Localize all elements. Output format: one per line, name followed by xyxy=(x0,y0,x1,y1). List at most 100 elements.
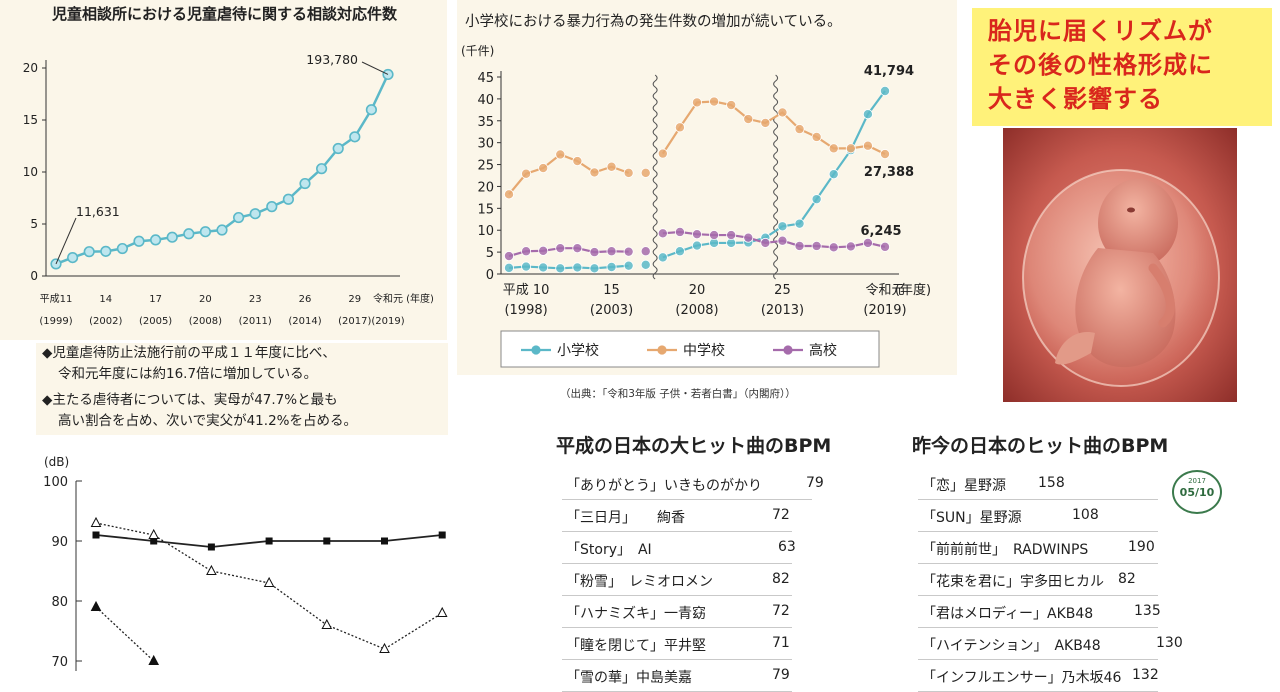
data-point xyxy=(299,177,311,190)
annotation-label: 6,245 xyxy=(860,224,901,239)
song-bpm: 82 xyxy=(1118,571,1136,587)
recent-bpm-list: 「恋」星野源 158 「SUN」星野源 108 「前前前世」 RADWINPS 190… xyxy=(918,468,1183,692)
y-tick-label: 15 xyxy=(477,202,494,217)
data-point xyxy=(777,235,788,246)
data-point xyxy=(504,262,515,273)
db-chart: (dB) 100 90 80 70 xyxy=(43,455,448,671)
x-tick-label: (2003) xyxy=(590,303,633,318)
banner-line: 胎児に届くリズムが xyxy=(988,17,1213,45)
data-point xyxy=(657,228,668,239)
y-tick-label: 70 xyxy=(51,655,68,670)
data-point xyxy=(263,576,275,587)
annotation-leader xyxy=(55,217,77,265)
data-point xyxy=(133,235,145,247)
list-item: 「粉雪」 レミオロメン 82 xyxy=(562,564,792,596)
note-bullet: ◆ xyxy=(42,345,53,361)
fetus-illustration xyxy=(1003,128,1237,402)
song-title: 「雪の華」中島美嘉 xyxy=(566,670,692,686)
data-point xyxy=(216,224,228,236)
data-point xyxy=(623,260,634,271)
data-point xyxy=(743,114,754,125)
song-bpm: 72 xyxy=(772,603,790,619)
y-tick-label: 10 xyxy=(477,224,494,239)
list-item: 「雪の華」中島美嘉 79 xyxy=(562,660,792,692)
song-title: 「ありがとう」いきものがかり xyxy=(566,478,762,494)
song-title: 「ハイテンション」 AKB48 xyxy=(922,638,1101,654)
badge-date: 05/10 xyxy=(1179,486,1215,499)
song-title: 「恋」星野源 xyxy=(922,478,1006,494)
x-unit-label: (年度) xyxy=(895,282,931,298)
x-tick-label: (2008) xyxy=(675,303,718,318)
song-title: 「君はメロディー」AKB48 xyxy=(922,606,1094,622)
data-point xyxy=(100,245,112,257)
note-text: 児童虐待防止法施行前の平成１１年度に比べ、 xyxy=(52,345,336,361)
x-tick-label: 14 xyxy=(99,294,112,305)
y-tick-label: 20 xyxy=(477,180,494,195)
x-tick-label: 26 xyxy=(299,294,312,305)
annotation-label: 27,388 xyxy=(864,165,914,180)
data-point xyxy=(92,531,100,539)
data-point xyxy=(332,142,344,155)
series-line xyxy=(95,606,155,662)
data-point xyxy=(555,263,566,274)
list-item: 「恋」星野源 158 xyxy=(918,468,1158,500)
data-point xyxy=(589,247,600,258)
song-bpm: 72 xyxy=(772,507,790,523)
data-point xyxy=(657,148,668,159)
data-point xyxy=(760,237,771,248)
data-point xyxy=(572,156,583,167)
data-point xyxy=(199,226,211,238)
data-point xyxy=(321,618,333,629)
data-point xyxy=(640,246,651,257)
data-point xyxy=(709,96,720,107)
data-point xyxy=(760,117,771,128)
song-title: 「花束を君に」宇多田ヒカル xyxy=(922,574,1104,590)
y-tick-label: 5 xyxy=(30,217,38,231)
data-point xyxy=(538,245,549,256)
y-tick-label: 20 xyxy=(23,61,38,75)
data-point xyxy=(265,537,273,545)
data-point xyxy=(674,246,685,257)
data-point xyxy=(555,243,566,254)
data-point xyxy=(691,97,702,108)
x-tick-label: (1999) xyxy=(39,316,72,327)
data-point xyxy=(589,263,600,274)
heisei-bpm-heading: 平成の日本の大ヒット曲のBPM xyxy=(556,435,832,457)
data-point xyxy=(862,237,873,248)
data-point xyxy=(166,231,178,243)
list-item: 「前前前世」 RADWINPS 190 xyxy=(918,532,1158,564)
annotation-label: 11,631 xyxy=(76,204,120,219)
data-point xyxy=(879,86,890,97)
data-point xyxy=(83,246,95,258)
y-tick-label: 0 xyxy=(30,269,38,283)
song-bpm: 158 xyxy=(1038,475,1065,491)
x-tick-label: 平成11 xyxy=(40,293,73,305)
y-tick-label: 0 xyxy=(486,268,494,283)
data-point xyxy=(572,243,583,254)
abuse-chart-title: 児童相談所における児童虐待に関する相談対応件数 xyxy=(52,5,398,23)
y-tick-label: 90 xyxy=(51,535,68,550)
x-tick-label: (2011) xyxy=(239,316,272,327)
data-point xyxy=(266,201,278,213)
data-point xyxy=(504,251,515,262)
legend-label: 高校 xyxy=(809,342,837,359)
data-point xyxy=(521,168,532,179)
y-tick-label: 35 xyxy=(477,115,494,130)
y-axis-label: (dB) xyxy=(44,455,69,469)
x-tick-label: (2017) xyxy=(338,316,371,327)
data-point xyxy=(504,189,515,200)
data-point xyxy=(606,246,617,257)
note-2: ◆主たる虐待者については、実母が47.7%と最も 高い割合を占め、次いで実父が4… xyxy=(36,390,448,432)
data-point xyxy=(828,242,839,253)
date-badge: 2017 05/10 xyxy=(1172,470,1222,514)
data-point xyxy=(862,109,873,120)
data-point xyxy=(438,531,446,539)
data-point xyxy=(811,240,822,251)
data-point xyxy=(50,258,62,270)
x-tick-label: 令和元 xyxy=(373,292,403,305)
song-title: 「ハナミズキ」一青窈 xyxy=(566,606,706,622)
list-item: 「三日月」 絢香 72 xyxy=(562,500,792,532)
break-marker xyxy=(773,74,779,280)
data-point xyxy=(116,242,128,255)
y-tick-label: 30 xyxy=(477,137,494,152)
